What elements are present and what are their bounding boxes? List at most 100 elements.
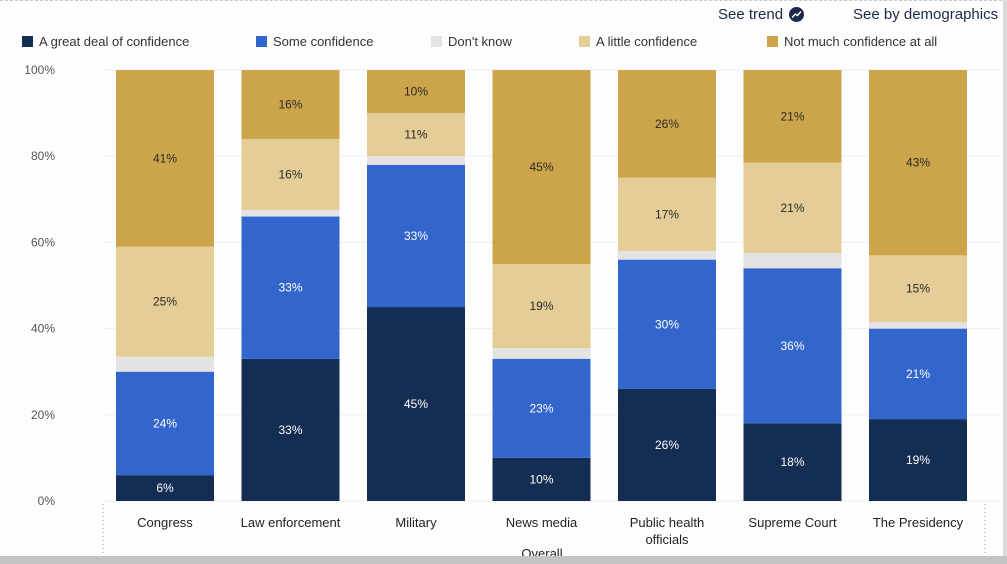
legend-swatch-great-deal bbox=[22, 36, 33, 47]
bar-segment-dont-know bbox=[367, 156, 465, 165]
bar-segment-not-much bbox=[367, 70, 465, 114]
data-label: 18% bbox=[780, 455, 804, 469]
data-label: 11% bbox=[404, 128, 427, 142]
bar-segment-great-deal bbox=[367, 307, 465, 501]
data-label: 10% bbox=[529, 472, 553, 486]
data-label: 45% bbox=[404, 397, 428, 411]
x-category-label: Law enforcement bbox=[241, 515, 341, 530]
bar-segment-little bbox=[116, 246, 214, 357]
data-label: 41% bbox=[153, 151, 177, 165]
data-label: 43% bbox=[906, 156, 930, 170]
data-label: 21% bbox=[906, 367, 930, 381]
trend-icon bbox=[789, 7, 805, 22]
bar-segment-little bbox=[743, 162, 842, 254]
data-label: 45% bbox=[529, 160, 553, 174]
legend-label-dont-know: Don't know bbox=[448, 34, 512, 49]
data-label: 26% bbox=[655, 117, 679, 131]
data-label: 23% bbox=[529, 401, 553, 415]
bar-segment-dont-know bbox=[869, 322, 967, 329]
legend-label-great-deal: A great deal of confidence bbox=[39, 34, 190, 49]
bar-segment-some bbox=[492, 358, 591, 458]
bar-segment-little bbox=[618, 177, 716, 252]
bar-segment-some bbox=[367, 164, 465, 308]
bar-segment-some bbox=[869, 328, 967, 420]
y-tick-label: 60% bbox=[31, 235, 55, 249]
x-category-label: Military bbox=[395, 515, 437, 530]
bar-segment-not-much bbox=[618, 70, 716, 178]
legend-swatch-not-much bbox=[767, 36, 778, 47]
data-label: 17% bbox=[655, 207, 679, 221]
legend-label-little: A little confidence bbox=[596, 34, 698, 49]
bar-segment-little bbox=[492, 263, 591, 348]
legend-swatch-little bbox=[579, 36, 590, 47]
bar-segment-great-deal bbox=[743, 423, 842, 501]
bar-segment-great-deal bbox=[241, 358, 340, 501]
bar-segment-some bbox=[116, 371, 214, 476]
bar-segment-great-deal bbox=[618, 388, 716, 501]
x-category-label: Public health bbox=[630, 515, 704, 530]
scrollbar-track[interactable] bbox=[1003, 0, 1007, 564]
data-label: 10% bbox=[404, 85, 428, 99]
top-dashed-border bbox=[0, 0, 1007, 1]
data-label: 33% bbox=[278, 423, 302, 437]
y-tick-label: 100% bbox=[24, 63, 55, 77]
bar-segment-some bbox=[743, 268, 842, 424]
bar-segment-some bbox=[241, 216, 340, 359]
y-tick-label: 0% bbox=[38, 494, 56, 508]
legend-item-not-much[interactable]: Not much confidence at all bbox=[767, 34, 937, 49]
see-trend-label: See trend bbox=[718, 6, 784, 23]
data-label: 36% bbox=[780, 339, 804, 353]
legend-item-dont-know[interactable]: Don't know bbox=[431, 34, 512, 49]
bar-segment-little bbox=[241, 138, 340, 211]
bar-segment-some bbox=[618, 259, 716, 389]
x-category-label: officials bbox=[645, 532, 689, 547]
legend-swatch-some bbox=[256, 36, 267, 47]
data-label: 21% bbox=[780, 109, 804, 123]
horizontal-scrollbar[interactable] bbox=[0, 556, 1007, 564]
y-tick-label: 80% bbox=[31, 149, 55, 163]
legend-item-little[interactable]: A little confidence bbox=[579, 34, 697, 49]
legend-swatch-dont-know bbox=[431, 36, 442, 47]
data-label: 26% bbox=[655, 438, 679, 452]
data-label: 30% bbox=[655, 317, 679, 331]
bar-segment-not-much bbox=[743, 70, 842, 163]
bar-segment-great-deal bbox=[869, 419, 967, 501]
data-label: 24% bbox=[153, 416, 177, 430]
bar-segment-not-much bbox=[869, 70, 967, 256]
legend-label-some: Some confidence bbox=[273, 34, 374, 49]
see-trend-link[interactable]: See trend bbox=[718, 6, 805, 23]
data-label: 21% bbox=[780, 201, 804, 215]
x-category-label: Congress bbox=[137, 515, 193, 530]
y-tick-label: 20% bbox=[31, 408, 55, 422]
y-tick-label: 40% bbox=[31, 322, 55, 336]
data-label: 16% bbox=[278, 97, 302, 111]
legend-item-some[interactable]: Some confidence bbox=[256, 34, 373, 49]
data-label: 15% bbox=[906, 282, 930, 296]
bar-segment-great-deal bbox=[492, 457, 591, 501]
bar-segment-little bbox=[869, 255, 967, 323]
bar-segment-dont-know bbox=[116, 356, 214, 372]
x-category-label: News media bbox=[506, 515, 578, 530]
legend-item-great-deal[interactable]: A great deal of confidence bbox=[22, 34, 189, 49]
bar-segment-not-much bbox=[241, 70, 340, 139]
data-label: 33% bbox=[404, 229, 428, 243]
data-label: 6% bbox=[156, 481, 174, 495]
bar-segment-dont-know bbox=[618, 251, 716, 260]
x-category-label: The Presidency bbox=[873, 515, 964, 530]
data-label: 19% bbox=[906, 453, 930, 467]
see-by-demographics-label: See by demographics bbox=[853, 6, 999, 23]
bar-segment-not-much bbox=[116, 70, 214, 247]
data-label: 25% bbox=[153, 295, 177, 309]
data-label: 33% bbox=[278, 281, 302, 295]
bar-segment-dont-know bbox=[743, 253, 842, 269]
legend-label-not-much: Not much confidence at all bbox=[784, 34, 938, 49]
bar-segment-not-much bbox=[492, 70, 591, 264]
data-label: 19% bbox=[529, 299, 553, 313]
data-label: 16% bbox=[278, 168, 302, 182]
bar-segment-great-deal bbox=[116, 475, 214, 501]
bar-segment-little bbox=[367, 113, 465, 157]
bar-segment-dont-know bbox=[492, 347, 591, 359]
x-category-label: Supreme Court bbox=[748, 515, 837, 530]
